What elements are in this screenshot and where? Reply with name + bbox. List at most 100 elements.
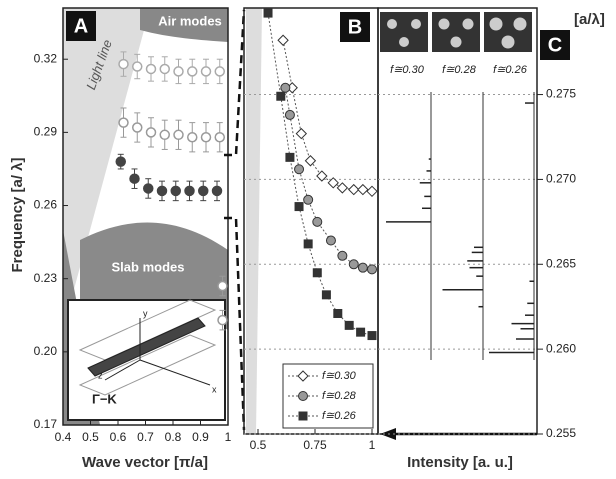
point — [280, 82, 291, 93]
x-axis-label: Wave vector [π/a] — [82, 454, 208, 471]
inset-label: Γ−K — [92, 391, 117, 406]
x-tick-label: 1 — [369, 438, 376, 452]
point — [277, 34, 289, 46]
point — [294, 202, 304, 212]
x-tick-label: 0.5 — [82, 430, 99, 444]
point — [159, 63, 170, 75]
annotation: Air modes — [158, 13, 222, 28]
zoom-line — [224, 9, 246, 157]
y-tick-label: 0.26 — [34, 198, 58, 212]
point — [327, 177, 339, 189]
point — [132, 61, 143, 72]
point — [263, 8, 273, 18]
point — [214, 131, 225, 143]
point — [170, 185, 181, 197]
point — [312, 216, 323, 227]
series-label: f≅0.28 — [442, 64, 477, 76]
x-tick-label: 0.6 — [110, 430, 127, 444]
point — [184, 185, 195, 197]
y-tick-label: 0.23 — [34, 271, 58, 285]
point — [367, 264, 377, 275]
point — [143, 183, 154, 194]
inset-label: y — [143, 308, 148, 318]
panel-label-box — [340, 12, 370, 42]
point — [118, 117, 129, 128]
legend-marker — [298, 391, 308, 401]
x-tick-label: 0.8 — [165, 430, 182, 444]
panel-a: A Air modes Slab modes Light line Γ−K y … — [9, 7, 229, 471]
point — [118, 58, 129, 70]
point — [145, 63, 157, 75]
point — [304, 155, 317, 167]
panel-label: C — [548, 34, 562, 56]
point — [284, 109, 295, 120]
point — [316, 170, 328, 182]
x-tick-label: 1 — [225, 430, 232, 444]
point — [187, 66, 198, 77]
point — [303, 239, 313, 249]
series-label: f≅0.30 — [390, 64, 425, 76]
point — [367, 331, 377, 341]
point — [129, 173, 140, 184]
point — [145, 127, 157, 138]
point — [156, 185, 168, 197]
point — [357, 183, 369, 196]
point — [333, 308, 343, 318]
y-tick-label: 0.255 — [546, 426, 576, 440]
zoom-line — [224, 216, 246, 431]
y-tick-label: 0.29 — [34, 125, 58, 139]
series-line — [282, 40, 373, 192]
point — [276, 91, 286, 101]
point — [200, 131, 212, 143]
y-tick-label: 0.20 — [34, 344, 58, 358]
point — [211, 185, 223, 197]
inset-waveguide — [78, 299, 217, 396]
legend-marker — [297, 370, 309, 382]
point — [187, 131, 198, 143]
point — [217, 314, 228, 326]
point — [344, 320, 354, 330]
legend-label: f≅0.26 — [322, 410, 357, 422]
x-tick-label: 0.4 — [55, 430, 72, 444]
x-tick-label: 0.75 — [303, 438, 327, 452]
panel-b: B — [243, 7, 379, 435]
unit-cell-images — [380, 12, 532, 52]
panel-label: A — [74, 15, 88, 37]
slab-modes-region — [80, 222, 228, 425]
series-line — [284, 87, 373, 270]
point — [303, 194, 314, 205]
point — [173, 129, 184, 141]
point — [132, 122, 143, 133]
y-tick-label: 0.270 — [546, 172, 576, 186]
point — [115, 156, 126, 167]
point — [348, 259, 359, 270]
inset-label: z — [98, 370, 103, 380]
legend-label: f≅0.30 — [322, 370, 357, 382]
annotation: Slab modes — [112, 259, 185, 274]
panel-label-box — [66, 11, 96, 41]
point — [173, 66, 184, 77]
x-axis-label: Intensity [a. u.] — [407, 454, 513, 471]
point — [295, 127, 308, 140]
point — [285, 152, 295, 162]
y-tick-label: 0.265 — [546, 256, 576, 270]
point — [357, 262, 368, 273]
point — [321, 290, 331, 300]
light-cone — [246, 8, 262, 434]
x-tick-label: 0.9 — [192, 430, 209, 444]
point — [356, 327, 366, 337]
panel-c: C [a/λ] Intensity [a. u.] — [377, 7, 605, 471]
point — [336, 182, 349, 194]
point — [294, 164, 305, 175]
point — [325, 235, 336, 246]
point — [337, 250, 348, 261]
legend-marker — [298, 411, 308, 421]
panel-label-box — [540, 30, 570, 60]
series-label: f≅0.26 — [493, 64, 528, 76]
point — [366, 185, 378, 198]
y-tick-label: 0.32 — [34, 51, 58, 65]
point — [312, 268, 322, 278]
point — [159, 129, 170, 141]
point — [214, 66, 225, 77]
